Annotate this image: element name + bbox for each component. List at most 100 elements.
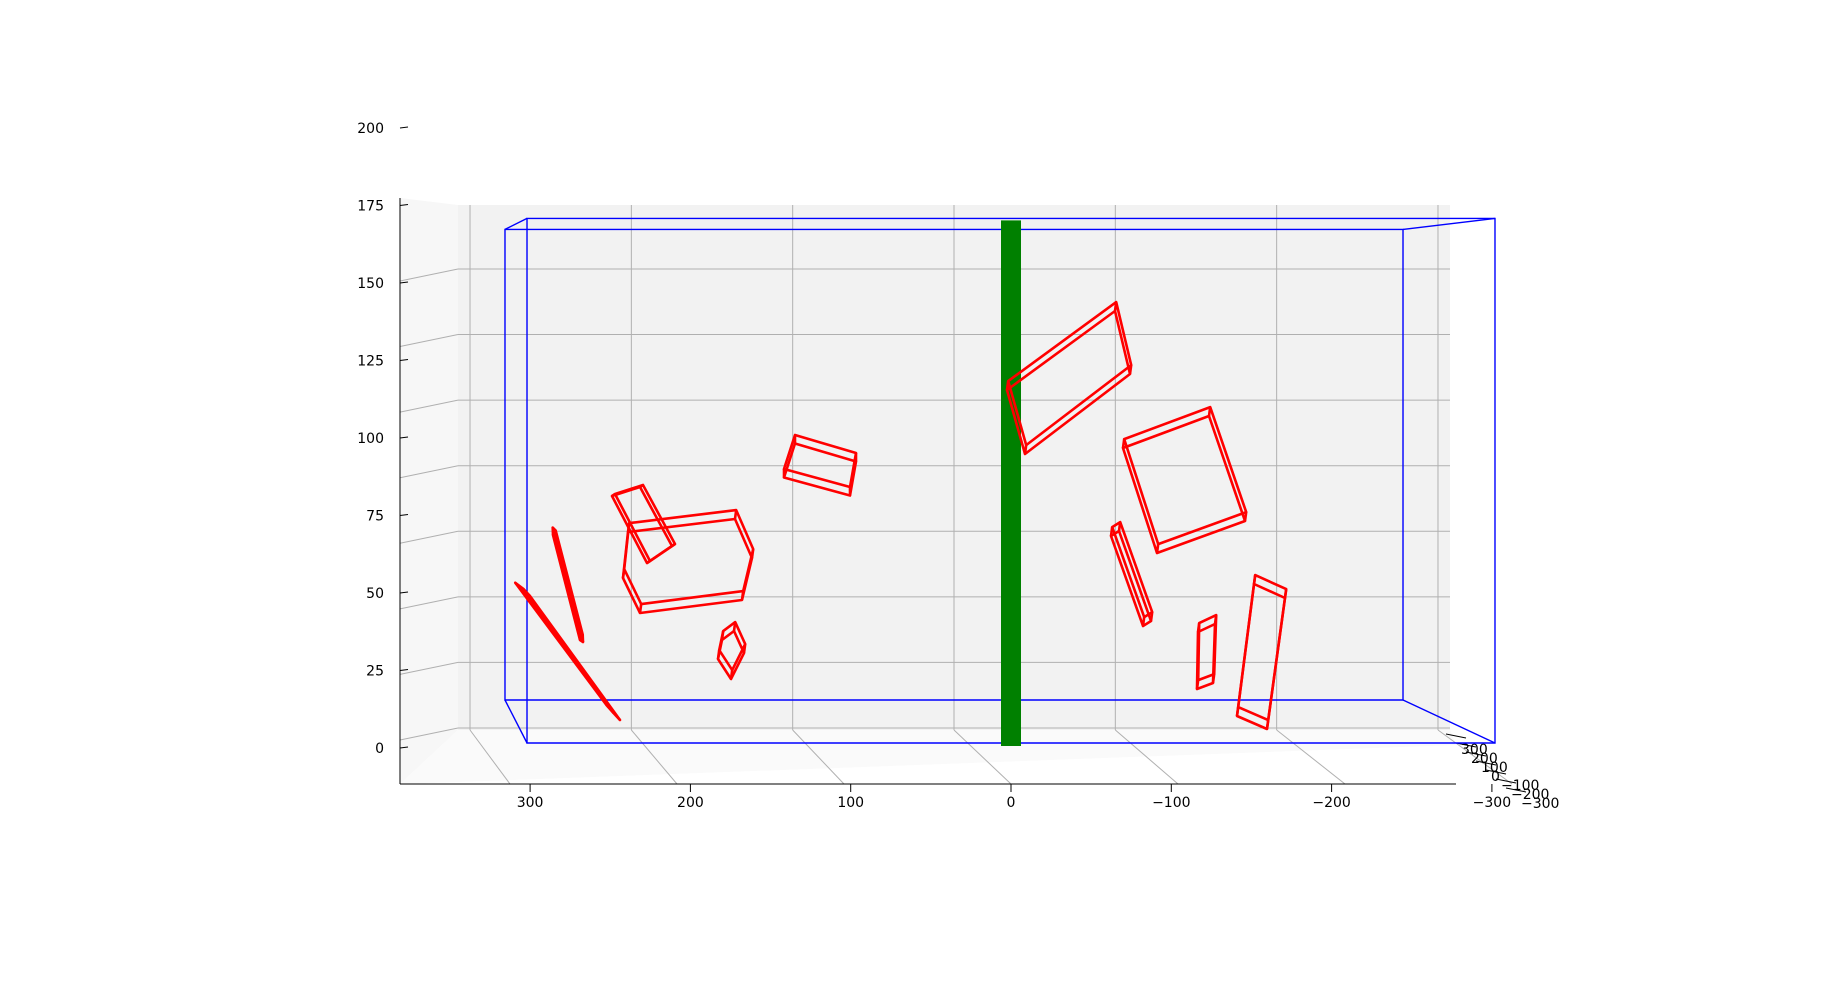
grid-line-floor-0	[469, 729, 511, 785]
object-box-10	[1195, 613, 1218, 691]
z-tick-label-1: 25	[366, 664, 384, 680]
grid-line-side-1	[399, 661, 459, 675]
grid-line-floor-5	[1276, 729, 1346, 785]
z-tick-mark-4	[399, 436, 409, 439]
z-tick-label-6: 150	[357, 276, 384, 292]
side-pane	[400, 198, 458, 784]
grid-line-floor-2	[792, 729, 845, 785]
object-edge-3	[1141, 616, 1146, 627]
object-edge-1	[1283, 588, 1288, 599]
object-edge-2	[750, 548, 755, 559]
object-boxes	[513, 300, 1288, 731]
z-tick-label-5: 125	[357, 354, 384, 370]
object-edge-5	[621, 568, 626, 579]
object-edge-0	[720, 630, 725, 641]
object-box-4	[621, 508, 755, 615]
object-box-5	[716, 620, 747, 681]
object-edge-2	[612, 711, 621, 721]
x-tick-label-6: −300	[1473, 795, 1511, 811]
green-pole	[1001, 220, 1021, 746]
depth-tick-label-1: 200	[1471, 751, 1498, 767]
object-edge-3	[1155, 543, 1160, 554]
object-box-3	[610, 483, 677, 565]
object-edge-2	[1149, 611, 1154, 622]
room-edge-0	[1402, 699, 1496, 744]
object-edge-2	[1243, 511, 1248, 522]
object-box-11	[1235, 573, 1288, 731]
grid-line-floor-1	[630, 729, 678, 785]
depth-tick-mark-2	[1465, 751, 1487, 757]
x-tick-label-5: −200	[1312, 795, 1350, 811]
z-tick-mark-8	[399, 126, 409, 129]
room-edge-3	[1402, 217, 1496, 231]
object-edge-1	[605, 703, 614, 713]
x-tick-label-2: 100	[837, 795, 864, 811]
z-tick-mark-3	[399, 514, 409, 516]
grid-line-side-5	[399, 399, 459, 413]
object-box-7	[1005, 300, 1133, 456]
grid-line-side-2	[399, 596, 459, 610]
z-tick-mark-7	[399, 204, 409, 206]
room-edge-2	[504, 217, 528, 231]
object-box-9	[1109, 520, 1154, 628]
object-edge-0	[626, 522, 631, 533]
pole-body	[1001, 220, 1021, 746]
z-tick-mark-0	[399, 746, 409, 749]
depth-tick-mark-0	[1445, 733, 1467, 739]
x-tick-label-3: 0	[1007, 795, 1016, 811]
grid-line-floor-4	[1115, 729, 1179, 785]
object-edge-0	[1121, 438, 1126, 449]
grid-line-side-3	[399, 530, 459, 544]
z-tick-label-0: 0	[375, 741, 384, 757]
object-edge-0	[514, 581, 523, 591]
object-edge-4	[716, 649, 721, 660]
grid-line-floor-3	[953, 729, 1012, 785]
x-tick-label-0: 300	[517, 795, 544, 811]
room-edge-1	[504, 699, 528, 744]
z-tick-mark-5	[399, 359, 409, 361]
object-edge-2	[1211, 673, 1216, 684]
x-tick-label-4: −100	[1152, 795, 1190, 811]
object-edge-1	[1207, 406, 1212, 417]
object-edge-0	[1252, 574, 1257, 585]
object-edge-4	[638, 603, 643, 614]
object-edge-1	[639, 483, 644, 489]
object-box-2	[551, 526, 585, 644]
object-face-back	[717, 620, 747, 672]
depth-tick-mark-3	[1475, 760, 1497, 766]
object-edge-0	[1196, 622, 1201, 633]
object-edge-1	[1213, 614, 1218, 625]
object-box-8	[1121, 405, 1248, 555]
object-edge-3	[740, 590, 745, 601]
object-edge-0	[1109, 526, 1114, 537]
object-edge-3	[522, 587, 531, 597]
floor-pane	[400, 730, 1456, 784]
grid-line-side-6	[399, 334, 459, 348]
object-edge-1	[1117, 521, 1122, 532]
object-edge-3	[1195, 679, 1200, 690]
object-edge-2	[1128, 364, 1133, 375]
z-tick-label-7: 175	[357, 199, 384, 215]
depth-tick-mark-5	[1495, 778, 1517, 784]
object-edge-2	[1265, 719, 1270, 730]
object-edge-3	[729, 669, 734, 680]
depth-tick-label-3: 0	[1491, 769, 1500, 785]
room-outline	[504, 217, 1496, 744]
z-tick-labels: 0 25 50 75 100 125 150 175 200	[357, 121, 409, 757]
object-edge-2	[742, 643, 747, 654]
z-tick-label-3: 75	[366, 509, 384, 525]
x-tick-label-1: 200	[677, 795, 704, 811]
grid-line-side-7	[399, 268, 459, 282]
z-tick-mark-6	[399, 281, 409, 284]
z-tick-mark-2	[399, 591, 409, 594]
object-edge-1	[733, 509, 738, 520]
z-tick-mark-1	[399, 669, 409, 671]
object-edge-0	[1005, 380, 1010, 391]
depth-tick-label-2: 100	[1481, 760, 1508, 776]
object-box-6	[782, 433, 858, 497]
grid-line-floor-6	[1437, 729, 1513, 785]
object-edge-0	[611, 492, 616, 498]
z-tick-label-2: 50	[366, 586, 384, 602]
